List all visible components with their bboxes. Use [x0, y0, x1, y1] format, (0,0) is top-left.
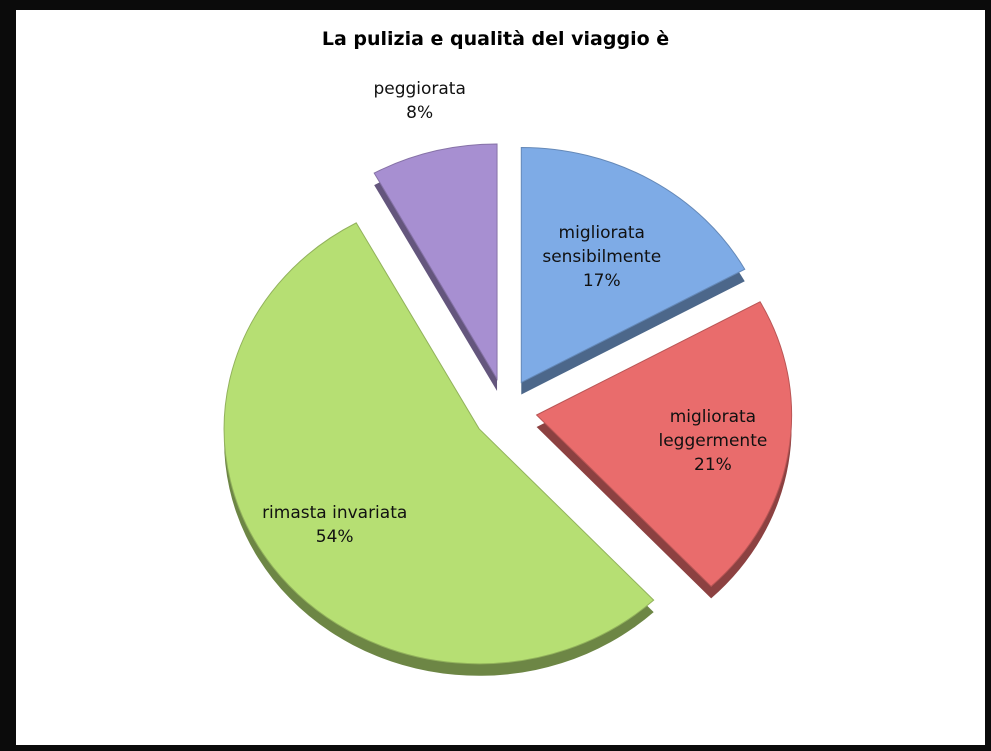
slice-value: 54% [315, 527, 354, 548]
slice-value: 21% [694, 454, 732, 475]
slice [223, 222, 655, 665]
slice-value: 8% [406, 103, 434, 124]
slice-label: peggiorata [373, 79, 466, 100]
slice-label: migliorata sensibilmente [542, 223, 662, 268]
slice-label: rimasta invariata [262, 503, 408, 524]
slice-label: migliorata leggermente [658, 406, 768, 451]
slice [520, 146, 746, 384]
slice [373, 143, 498, 381]
slice-value: 17% [582, 271, 621, 292]
chart-title: La pulizia e qualità del viaggio è [321, 28, 670, 50]
slice [535, 301, 793, 587]
